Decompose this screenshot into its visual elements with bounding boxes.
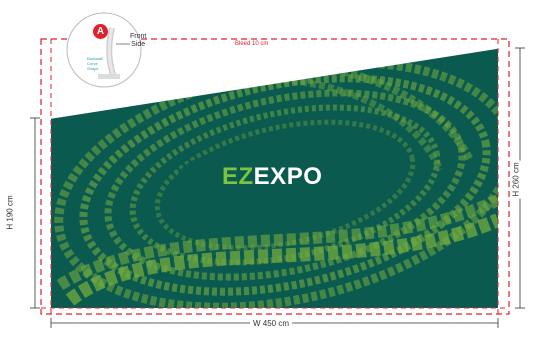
ezexpo-logo: EZEXPO — [222, 163, 322, 191]
logo-clearing — [177, 146, 367, 210]
front-side-line1: Front — [130, 33, 147, 40]
logo-ez: EZ — [222, 163, 254, 190]
height-left-label: H 190 cm — [5, 193, 15, 232]
bleed-outline — [40, 38, 510, 315]
shape-callout — [66, 12, 142, 88]
height-right-label: H 260 cm — [511, 160, 521, 199]
front-side-line2: Side — [131, 41, 146, 48]
shape-caption: Backwall Curve Shape — [87, 56, 103, 71]
cut-off-area — [51, 48, 498, 118]
front-side-label: Front Side — [130, 33, 146, 49]
bleed-label: Bleed 10 cm — [235, 41, 269, 47]
callout-badge: A — [93, 24, 108, 39]
width-label: W 450 cm — [250, 319, 293, 328]
logo-expo: EXPO — [253, 163, 323, 190]
height-left-dimension — [30, 117, 40, 309]
